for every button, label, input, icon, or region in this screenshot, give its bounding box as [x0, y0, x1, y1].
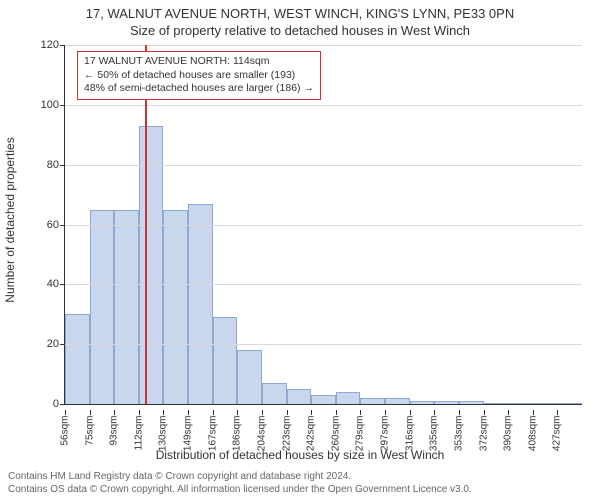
xtick-mark	[336, 410, 337, 415]
x-axis-title: Distribution of detached houses by size …	[0, 448, 600, 462]
grid-line	[65, 284, 582, 285]
xtick-mark	[311, 410, 312, 415]
xtick-label: 353sqm	[453, 416, 464, 452]
grid-line	[65, 45, 582, 46]
bar	[237, 350, 262, 404]
bar	[139, 126, 164, 404]
xtick-label: 93sqm	[109, 416, 120, 446]
xtick-label: 297sqm	[380, 416, 391, 452]
xtick-mark	[188, 410, 189, 415]
footer-line2: Contains OS data © Crown copyright. All …	[8, 484, 592, 497]
bar	[484, 403, 509, 404]
ytick-mark	[60, 45, 65, 46]
ytick-mark	[60, 404, 65, 405]
ytick-label: 20	[27, 338, 59, 350]
xtick-label: 204sqm	[256, 416, 267, 452]
bar	[262, 383, 287, 404]
ytick-mark	[60, 225, 65, 226]
ytick-mark	[60, 105, 65, 106]
chart-title: 17, WALNUT AVENUE NORTH, WEST WINCH, KIN…	[0, 0, 600, 23]
infobox-line3: 48% of semi-detached houses are larger (…	[84, 82, 314, 96]
bar	[360, 398, 385, 404]
bar	[311, 395, 336, 404]
infobox-line2: ← 50% of detached houses are smaller (19…	[84, 69, 314, 83]
xtick-label: 130sqm	[158, 416, 169, 452]
ytick-label: 80	[27, 159, 59, 171]
grid-line	[65, 165, 582, 166]
bar	[508, 403, 533, 404]
bar	[287, 389, 312, 404]
xtick-label: 223sqm	[281, 416, 292, 452]
plot-area: 020406080100120 56sqm75sqm93sqm112sqm130…	[64, 45, 582, 405]
xtick-label: 279sqm	[355, 416, 366, 452]
xtick-mark	[360, 410, 361, 415]
xtick-label: 390sqm	[503, 416, 514, 452]
chart-subtitle: Size of property relative to detached ho…	[0, 23, 600, 40]
xtick-mark	[434, 410, 435, 415]
xtick-label: 75sqm	[84, 416, 95, 446]
bar	[90, 210, 115, 404]
xtick-label: 167sqm	[207, 416, 218, 452]
xtick-label: 56sqm	[60, 416, 71, 446]
xtick-mark	[114, 410, 115, 415]
footer-line1: Contains HM Land Registry data © Crown c…	[8, 471, 592, 484]
ytick-mark	[60, 344, 65, 345]
xtick-label: 186sqm	[232, 416, 243, 452]
xtick-mark	[65, 410, 66, 415]
xtick-mark	[213, 410, 214, 415]
xtick-mark	[484, 410, 485, 415]
chart-container: 17, WALNUT AVENUE NORTH, WEST WINCH, KIN…	[0, 0, 600, 500]
bar	[114, 210, 139, 404]
xtick-mark	[262, 410, 263, 415]
xtick-mark	[237, 410, 238, 415]
bar	[533, 403, 558, 404]
ytick-label: 40	[27, 278, 59, 290]
xtick-mark	[163, 410, 164, 415]
xtick-label: 316sqm	[404, 416, 415, 452]
xtick-label: 427sqm	[552, 416, 563, 452]
xtick-mark	[287, 410, 288, 415]
info-box: 17 WALNUT AVENUE NORTH: 114sqm ← 50% of …	[77, 51, 321, 100]
y-axis-label: Number of detached properties	[3, 137, 17, 302]
ytick-label: 60	[27, 219, 59, 231]
ytick-label: 0	[27, 398, 59, 410]
bar	[459, 401, 484, 404]
bar	[336, 392, 361, 404]
bar	[434, 401, 459, 404]
bar	[213, 317, 238, 404]
bar	[188, 204, 213, 404]
xtick-mark	[459, 410, 460, 415]
xtick-mark	[139, 410, 140, 415]
grid-line	[65, 225, 582, 226]
xtick-label: 112sqm	[133, 416, 144, 451]
ytick-mark	[60, 284, 65, 285]
footer: Contains HM Land Registry data © Crown c…	[8, 471, 592, 496]
bar	[557, 403, 582, 404]
xtick-mark	[557, 410, 558, 415]
ytick-label: 120	[27, 39, 59, 51]
xtick-mark	[508, 410, 509, 415]
xtick-label: 372sqm	[478, 416, 489, 452]
bar	[385, 398, 410, 404]
xtick-label: 408sqm	[527, 416, 538, 452]
xtick-label: 149sqm	[183, 416, 194, 452]
ytick-mark	[60, 165, 65, 166]
xtick-mark	[410, 410, 411, 415]
bar	[65, 314, 90, 404]
xtick-label: 242sqm	[306, 416, 317, 452]
xtick-mark	[385, 410, 386, 415]
ytick-label: 100	[27, 99, 59, 111]
xtick-mark	[533, 410, 534, 415]
bar	[163, 210, 188, 404]
xtick-label: 260sqm	[330, 416, 341, 452]
xtick-label: 335sqm	[429, 416, 440, 452]
xtick-mark	[90, 410, 91, 415]
infobox-line1: 17 WALNUT AVENUE NORTH: 114sqm	[84, 55, 314, 69]
grid-line	[65, 105, 582, 106]
bar	[410, 401, 435, 404]
grid-line	[65, 344, 582, 345]
